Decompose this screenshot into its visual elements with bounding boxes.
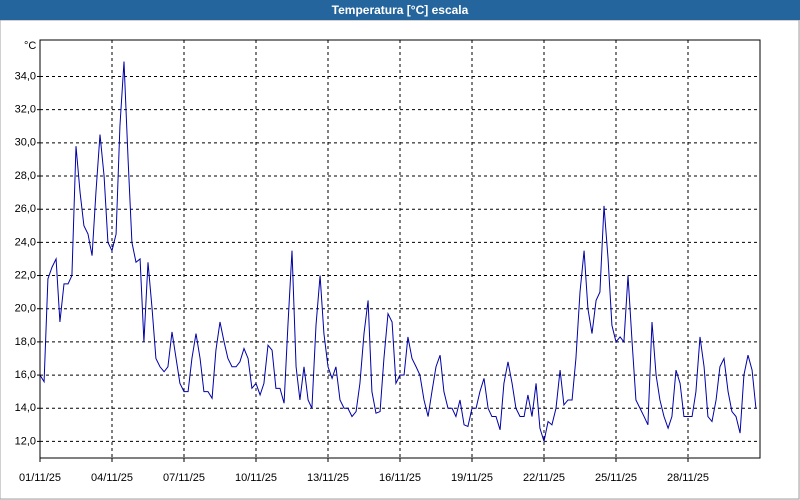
y-tick-label: 20,0: [15, 303, 36, 315]
y-tick-label: 16,0: [15, 369, 36, 381]
y-tick-label: 24,0: [15, 236, 36, 248]
x-tick-label: 04/11/25: [91, 472, 133, 484]
x-tick-label: 13/11/25: [307, 472, 349, 484]
y-axis-unit: °C: [24, 40, 36, 52]
chart-title: Temperatura [°C] escala: [0, 0, 800, 20]
y-tick-label: 30,0: [15, 137, 36, 149]
y-tick-label: 26,0: [15, 203, 36, 215]
y-tick-label: 32,0: [15, 104, 36, 116]
y-tick-label: 34,0: [15, 70, 36, 82]
temperature-line: [39, 61, 757, 442]
y-tick-label: 28,0: [15, 170, 36, 182]
chart: °C 12,0 14,0 16,0 18,0 20,0 22,0 24,0 26,0 28,0 3…: [0, 20, 800, 500]
x-tick-label: 01/11/25: [19, 472, 61, 484]
y-tick-label: 14,0: [15, 402, 36, 414]
x-tick-label: 10/11/25: [235, 472, 277, 484]
x-tick-label: 25/11/25: [595, 472, 637, 484]
plot-border: [39, 39, 761, 459]
y-tick-label: 22,0: [15, 269, 36, 281]
x-tick-label: 28/11/25: [667, 472, 709, 484]
y-tick-label: 18,0: [15, 336, 36, 348]
y-tick-label: 12,0: [15, 435, 36, 447]
x-tick-label: 19/11/25: [451, 472, 493, 484]
x-tick-label: 22/11/25: [523, 472, 565, 484]
x-tick-label: 16/11/25: [379, 472, 421, 484]
x-tick-label: 07/11/25: [163, 472, 205, 484]
